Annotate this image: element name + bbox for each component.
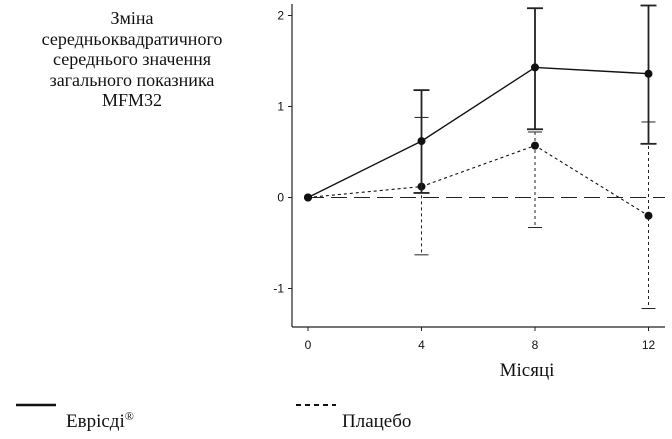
y-axis-label: Зміна середньоквадратичного середнього з… xyxy=(8,8,256,111)
series-dashed xyxy=(304,116,656,310)
x-tick-label: 8 xyxy=(532,338,539,352)
x-axis-label: Місяці xyxy=(500,360,555,381)
x-tick-label: 12 xyxy=(642,338,656,352)
x-tick-label: 0 xyxy=(305,338,312,352)
legend: Еврісді® Плацебо xyxy=(16,403,411,432)
series-solid xyxy=(304,4,657,202)
legend-label: Еврісді® xyxy=(66,409,134,432)
y-tick-label: -1 xyxy=(273,282,284,296)
legend-label: Плацебо xyxy=(342,411,411,432)
data-point xyxy=(417,137,426,146)
y-tick-label: 2 xyxy=(277,9,284,23)
series-line xyxy=(307,144,649,217)
data-point xyxy=(531,141,539,150)
y-axis-label-line: Зміна xyxy=(110,8,154,28)
series-line xyxy=(307,66,649,199)
data-point xyxy=(304,193,312,202)
y-tick-label: 0 xyxy=(277,191,284,205)
y-axis-label-line: середнього значення xyxy=(53,49,211,69)
data-point xyxy=(644,69,653,78)
y-axis-label-line: середньоквадратичного xyxy=(41,28,223,49)
series-layer xyxy=(304,4,657,310)
axes: 2 1 0 -1 0 4 8 12 Місяці xyxy=(273,4,665,381)
y-axis-label-line: MFM32 xyxy=(101,90,163,110)
data-point xyxy=(644,211,653,220)
x-tick-label: 4 xyxy=(418,338,425,352)
data-point xyxy=(531,63,539,72)
y-tick-label: 1 xyxy=(277,100,284,114)
y-axis-label-line: загального показника xyxy=(49,69,215,90)
